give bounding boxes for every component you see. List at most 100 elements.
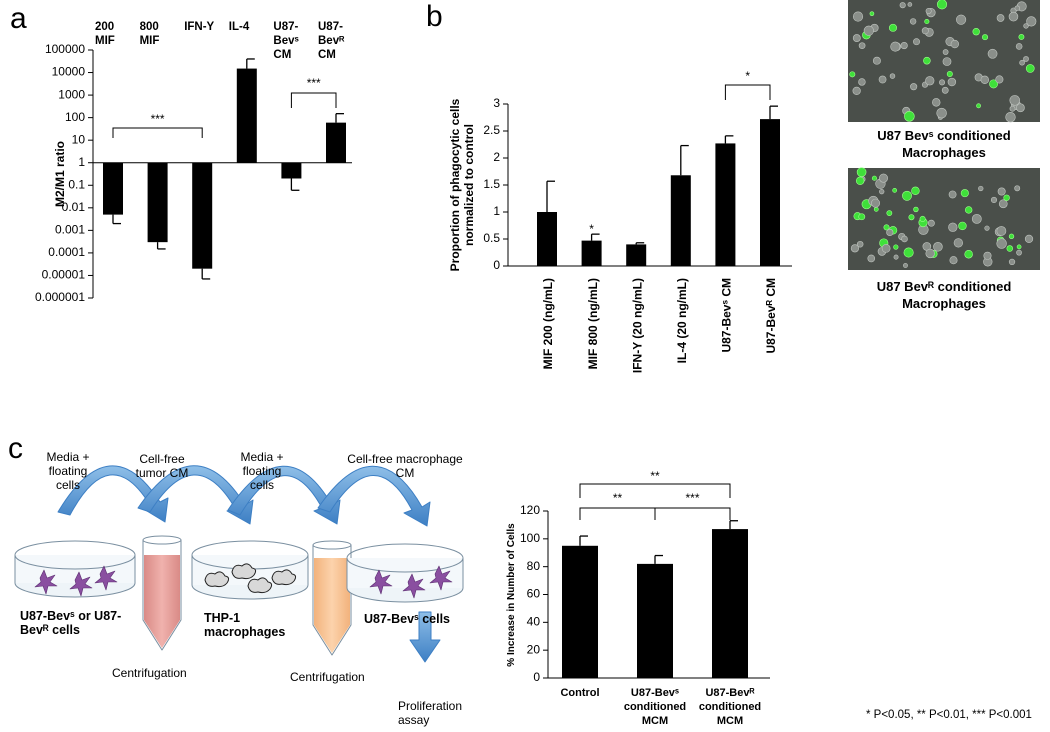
cell	[971, 213, 982, 224]
y-tick-label: 60	[527, 587, 541, 601]
error-bar	[769, 105, 778, 120]
bar	[637, 563, 673, 678]
cell	[1018, 34, 1025, 40]
error-bar	[635, 242, 645, 245]
cell	[925, 76, 935, 86]
cell	[996, 226, 1007, 236]
error-bar	[156, 242, 166, 250]
cell	[890, 41, 901, 52]
bar	[103, 162, 123, 215]
error-bar	[579, 535, 588, 546]
cell	[913, 38, 920, 46]
error-bar	[290, 178, 300, 191]
cell	[948, 190, 957, 199]
category-label: IL-4	[228, 21, 250, 33]
error-bar	[654, 554, 663, 564]
y-axis-label: Proportion of phagocytic cells normalize…	[448, 98, 476, 272]
flow-arrow	[317, 465, 431, 527]
y-tick-label: 10000	[52, 65, 86, 79]
cell	[950, 39, 959, 49]
centrifuge-tube	[312, 540, 352, 656]
significance-label: ***	[307, 76, 321, 90]
cell	[892, 188, 898, 193]
cell	[878, 75, 887, 84]
significance-label: ***	[685, 491, 699, 505]
cell	[858, 78, 866, 86]
cell	[1015, 43, 1023, 50]
cell	[852, 86, 861, 95]
micrograph-caption: U87 Bevˢ conditioned Macrophages	[877, 128, 1011, 160]
cell	[948, 222, 958, 232]
micrograph	[848, 0, 1040, 123]
cell	[932, 98, 941, 107]
cell	[902, 190, 912, 201]
cell	[910, 83, 918, 91]
error-bar	[201, 268, 211, 280]
significance-label: **	[613, 491, 623, 505]
category-label: U87-Bevˢ CM	[273, 21, 299, 61]
cell	[1006, 245, 1014, 252]
bar-chart: 0 0.5 1 1.5 2 2.5 3 MIF 200 (ng/mL) MIF 800 (ng/…	[483, 69, 792, 373]
category-label: U87-Bevˢ conditioned MCM	[623, 687, 687, 727]
category-label: IFN-Y	[184, 21, 215, 33]
micrograph	[848, 167, 1040, 270]
diagram	[14, 465, 464, 663]
error-bar	[112, 214, 121, 225]
category-label: MIF 200 (ng/mL)	[541, 278, 555, 369]
cell	[856, 167, 867, 177]
bar	[670, 175, 691, 266]
y-tick-label: 0	[533, 670, 540, 684]
cell	[913, 206, 919, 213]
significance-bracket	[112, 127, 203, 138]
y-tick-label: 100000	[45, 42, 85, 56]
panel-label: c	[8, 432, 23, 465]
bar	[562, 545, 598, 678]
panel-label: b	[426, 0, 443, 33]
cell	[964, 249, 973, 259]
y-tick-label: 3	[493, 96, 500, 110]
cell	[1025, 64, 1035, 73]
cell	[927, 219, 935, 227]
cell	[996, 238, 1007, 249]
y-tick-label: 2	[493, 150, 500, 164]
y-tick-label: 100	[520, 531, 540, 545]
significance-bracket	[579, 507, 656, 520]
cell	[947, 77, 957, 87]
cell	[980, 75, 990, 85]
bar	[236, 68, 257, 163]
cell	[900, 41, 908, 50]
cell	[852, 34, 861, 42]
y-tick-label: 100	[65, 110, 85, 124]
error-bar	[246, 58, 255, 69]
cell	[849, 71, 856, 78]
bar	[537, 212, 557, 266]
cell	[883, 224, 890, 231]
cell	[1023, 56, 1029, 62]
cell	[873, 206, 879, 212]
error-bar	[680, 144, 689, 176]
diagram-label: Media + floating cells	[240, 450, 284, 492]
y-tick-label: 2.5	[483, 123, 500, 137]
category-label: U87-Bevᴿ CM	[318, 21, 345, 61]
diagram-label: U87-Bevˢ cells	[364, 612, 450, 626]
error-bar	[546, 180, 555, 212]
category-label: 200 MIF	[95, 21, 115, 47]
cell	[946, 71, 953, 78]
bar	[147, 162, 168, 243]
cell	[879, 188, 885, 195]
cell	[942, 49, 949, 55]
category-label: 800 MIF	[139, 21, 160, 47]
error-bar	[590, 233, 600, 241]
y-tick-label: 0.0001	[48, 245, 85, 259]
cell	[858, 213, 866, 221]
cell	[869, 11, 875, 17]
cell	[1014, 5, 1020, 11]
flow-arrow	[137, 465, 254, 525]
cell	[960, 189, 969, 198]
y-tick-label: 40	[527, 615, 541, 629]
category-label: U87-Bevˢ CM	[720, 278, 734, 353]
bar	[760, 119, 780, 267]
significance-label: **	[650, 469, 660, 483]
